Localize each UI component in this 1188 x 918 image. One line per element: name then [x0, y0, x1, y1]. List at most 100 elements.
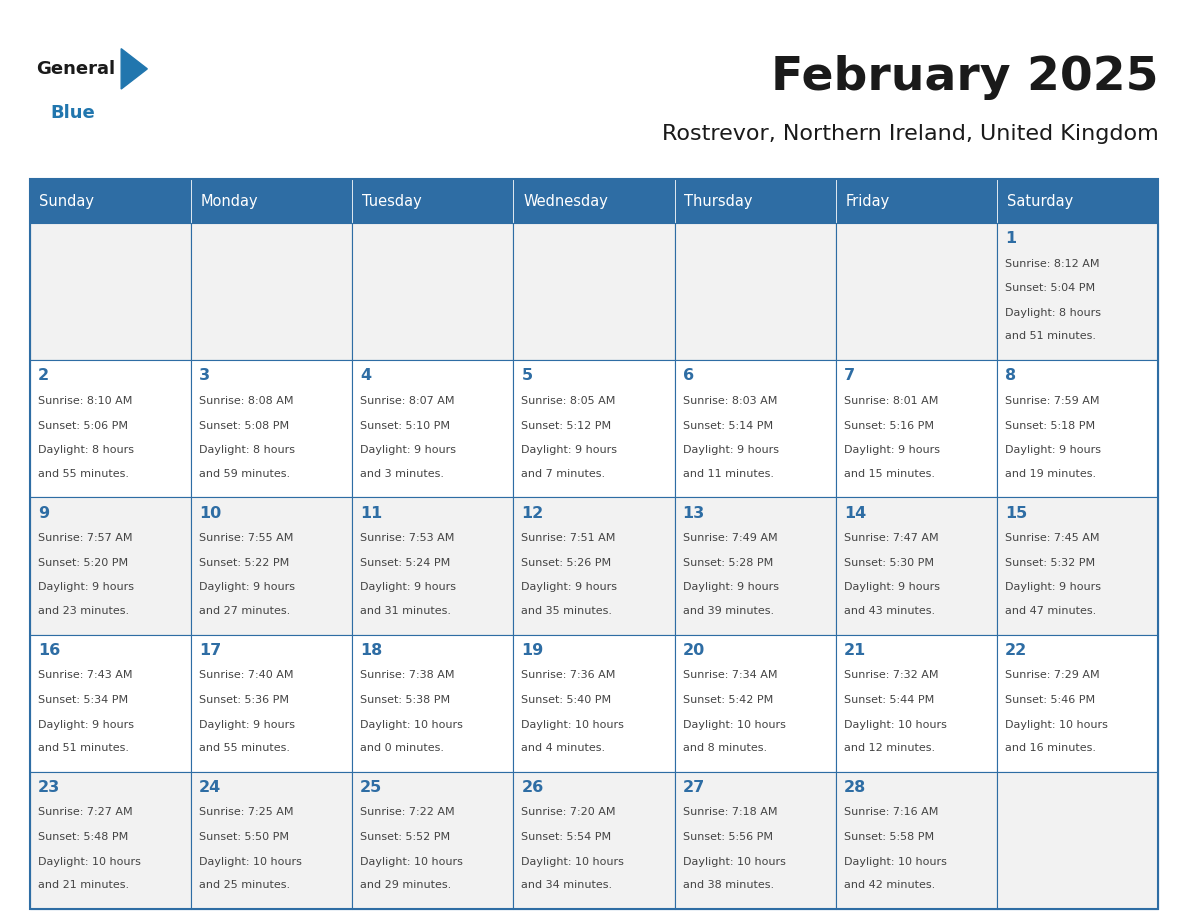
Text: 20: 20 [683, 643, 704, 658]
Bar [352, 634, 513, 772]
Bar [30, 360, 191, 498]
Bar [513, 179, 675, 223]
Text: Sunrise: 8:07 AM: Sunrise: 8:07 AM [360, 396, 455, 406]
Bar [997, 223, 1158, 360]
Text: Sunset: 5:48 PM: Sunset: 5:48 PM [38, 832, 128, 842]
Text: and 55 minutes.: and 55 minutes. [38, 468, 128, 478]
Text: 15: 15 [1005, 506, 1028, 521]
Text: Sunrise: 8:03 AM: Sunrise: 8:03 AM [683, 396, 777, 406]
Text: Sunset: 5:06 PM: Sunset: 5:06 PM [38, 420, 128, 431]
Text: Daylight: 8 hours: Daylight: 8 hours [198, 445, 295, 455]
Text: and 47 minutes.: and 47 minutes. [1005, 606, 1097, 616]
Text: and 19 minutes.: and 19 minutes. [1005, 468, 1097, 478]
Text: Sunset: 5:44 PM: Sunset: 5:44 PM [843, 695, 934, 705]
Text: 25: 25 [360, 780, 383, 795]
Text: Tuesday: Tuesday [362, 194, 422, 208]
Text: Sunrise: 7:49 AM: Sunrise: 7:49 AM [683, 533, 777, 543]
Text: and 59 minutes.: and 59 minutes. [198, 468, 290, 478]
Bar [675, 223, 836, 360]
Text: Sunrise: 7:43 AM: Sunrise: 7:43 AM [38, 670, 132, 680]
Bar [191, 179, 352, 223]
Text: 9: 9 [38, 506, 49, 521]
Text: Sunset: 5:18 PM: Sunset: 5:18 PM [1005, 420, 1095, 431]
Text: and 15 minutes.: and 15 minutes. [843, 468, 935, 478]
Text: Sunrise: 7:57 AM: Sunrise: 7:57 AM [38, 533, 132, 543]
Bar [997, 360, 1158, 498]
Text: Thursday: Thursday [684, 194, 753, 208]
Text: Sunrise: 7:59 AM: Sunrise: 7:59 AM [1005, 396, 1100, 406]
Text: General: General [36, 60, 115, 78]
Text: Daylight: 9 hours: Daylight: 9 hours [360, 445, 456, 455]
Text: Sunrise: 8:05 AM: Sunrise: 8:05 AM [522, 396, 615, 406]
Text: Daylight: 10 hours: Daylight: 10 hours [522, 856, 625, 867]
Text: Wednesday: Wednesday [523, 194, 608, 208]
Bar [513, 772, 675, 909]
Text: 6: 6 [683, 368, 694, 384]
Text: Sunset: 5:32 PM: Sunset: 5:32 PM [1005, 558, 1095, 567]
Text: Sunrise: 7:55 AM: Sunrise: 7:55 AM [198, 533, 293, 543]
Text: Daylight: 10 hours: Daylight: 10 hours [522, 720, 625, 730]
Text: Sunrise: 8:01 AM: Sunrise: 8:01 AM [843, 396, 939, 406]
Text: 16: 16 [38, 643, 61, 658]
Text: 2: 2 [38, 368, 49, 384]
Bar [675, 360, 836, 498]
Text: Daylight: 10 hours: Daylight: 10 hours [683, 856, 785, 867]
Text: Sunset: 5:36 PM: Sunset: 5:36 PM [198, 695, 289, 705]
Text: Sunrise: 7:40 AM: Sunrise: 7:40 AM [198, 670, 293, 680]
Text: 4: 4 [360, 368, 372, 384]
Text: and 29 minutes.: and 29 minutes. [360, 880, 451, 890]
Text: Daylight: 10 hours: Daylight: 10 hours [843, 856, 947, 867]
Text: Rostrevor, Northern Ireland, United Kingdom: Rostrevor, Northern Ireland, United King… [662, 124, 1158, 144]
Text: and 34 minutes.: and 34 minutes. [522, 880, 613, 890]
Text: Sunset: 5:52 PM: Sunset: 5:52 PM [360, 832, 450, 842]
Text: Daylight: 8 hours: Daylight: 8 hours [38, 445, 134, 455]
Text: Sunrise: 7:18 AM: Sunrise: 7:18 AM [683, 807, 777, 817]
Text: Sunset: 5:40 PM: Sunset: 5:40 PM [522, 695, 612, 705]
Text: 24: 24 [198, 780, 221, 795]
Text: Sunrise: 8:12 AM: Sunrise: 8:12 AM [1005, 259, 1100, 269]
Bar [352, 498, 513, 634]
Text: and 12 minutes.: and 12 minutes. [843, 743, 935, 753]
Text: Sunset: 5:38 PM: Sunset: 5:38 PM [360, 695, 450, 705]
Text: Sunset: 5:28 PM: Sunset: 5:28 PM [683, 558, 773, 567]
Text: Sunrise: 7:36 AM: Sunrise: 7:36 AM [522, 670, 615, 680]
Text: and 21 minutes.: and 21 minutes. [38, 880, 128, 890]
Text: Sunset: 5:58 PM: Sunset: 5:58 PM [843, 832, 934, 842]
Text: Sunrise: 7:22 AM: Sunrise: 7:22 AM [360, 807, 455, 817]
Text: Daylight: 10 hours: Daylight: 10 hours [683, 720, 785, 730]
Bar [836, 179, 997, 223]
Text: Sunday: Sunday [39, 194, 94, 208]
Text: 22: 22 [1005, 643, 1028, 658]
Bar [30, 179, 1158, 909]
Bar [513, 223, 675, 360]
Bar [997, 634, 1158, 772]
Bar [191, 360, 352, 498]
Text: and 35 minutes.: and 35 minutes. [522, 606, 613, 616]
Text: 12: 12 [522, 506, 544, 521]
Text: 3: 3 [198, 368, 210, 384]
Text: Sunset: 5:24 PM: Sunset: 5:24 PM [360, 558, 450, 567]
Text: 11: 11 [360, 506, 383, 521]
Text: and 42 minutes.: and 42 minutes. [843, 880, 935, 890]
Text: and 27 minutes.: and 27 minutes. [198, 606, 290, 616]
Bar [675, 498, 836, 634]
Text: Saturday: Saturday [1006, 194, 1073, 208]
Text: 28: 28 [843, 780, 866, 795]
Text: and 4 minutes.: and 4 minutes. [522, 743, 606, 753]
Text: Daylight: 10 hours: Daylight: 10 hours [360, 856, 463, 867]
Text: Sunset: 5:46 PM: Sunset: 5:46 PM [1005, 695, 1095, 705]
Text: Daylight: 9 hours: Daylight: 9 hours [683, 445, 778, 455]
Text: Sunset: 5:12 PM: Sunset: 5:12 PM [522, 420, 612, 431]
Text: Monday: Monday [201, 194, 258, 208]
Bar [30, 772, 191, 909]
Text: Sunrise: 7:32 AM: Sunrise: 7:32 AM [843, 670, 939, 680]
Polygon shape [121, 49, 147, 89]
Text: 17: 17 [198, 643, 221, 658]
Text: Daylight: 8 hours: Daylight: 8 hours [1005, 308, 1101, 319]
Text: Sunset: 5:22 PM: Sunset: 5:22 PM [198, 558, 289, 567]
Text: Daylight: 10 hours: Daylight: 10 hours [38, 856, 140, 867]
Text: Daylight: 9 hours: Daylight: 9 hours [198, 720, 295, 730]
Text: Sunset: 5:08 PM: Sunset: 5:08 PM [198, 420, 289, 431]
Text: Sunrise: 7:34 AM: Sunrise: 7:34 AM [683, 670, 777, 680]
Bar [352, 223, 513, 360]
